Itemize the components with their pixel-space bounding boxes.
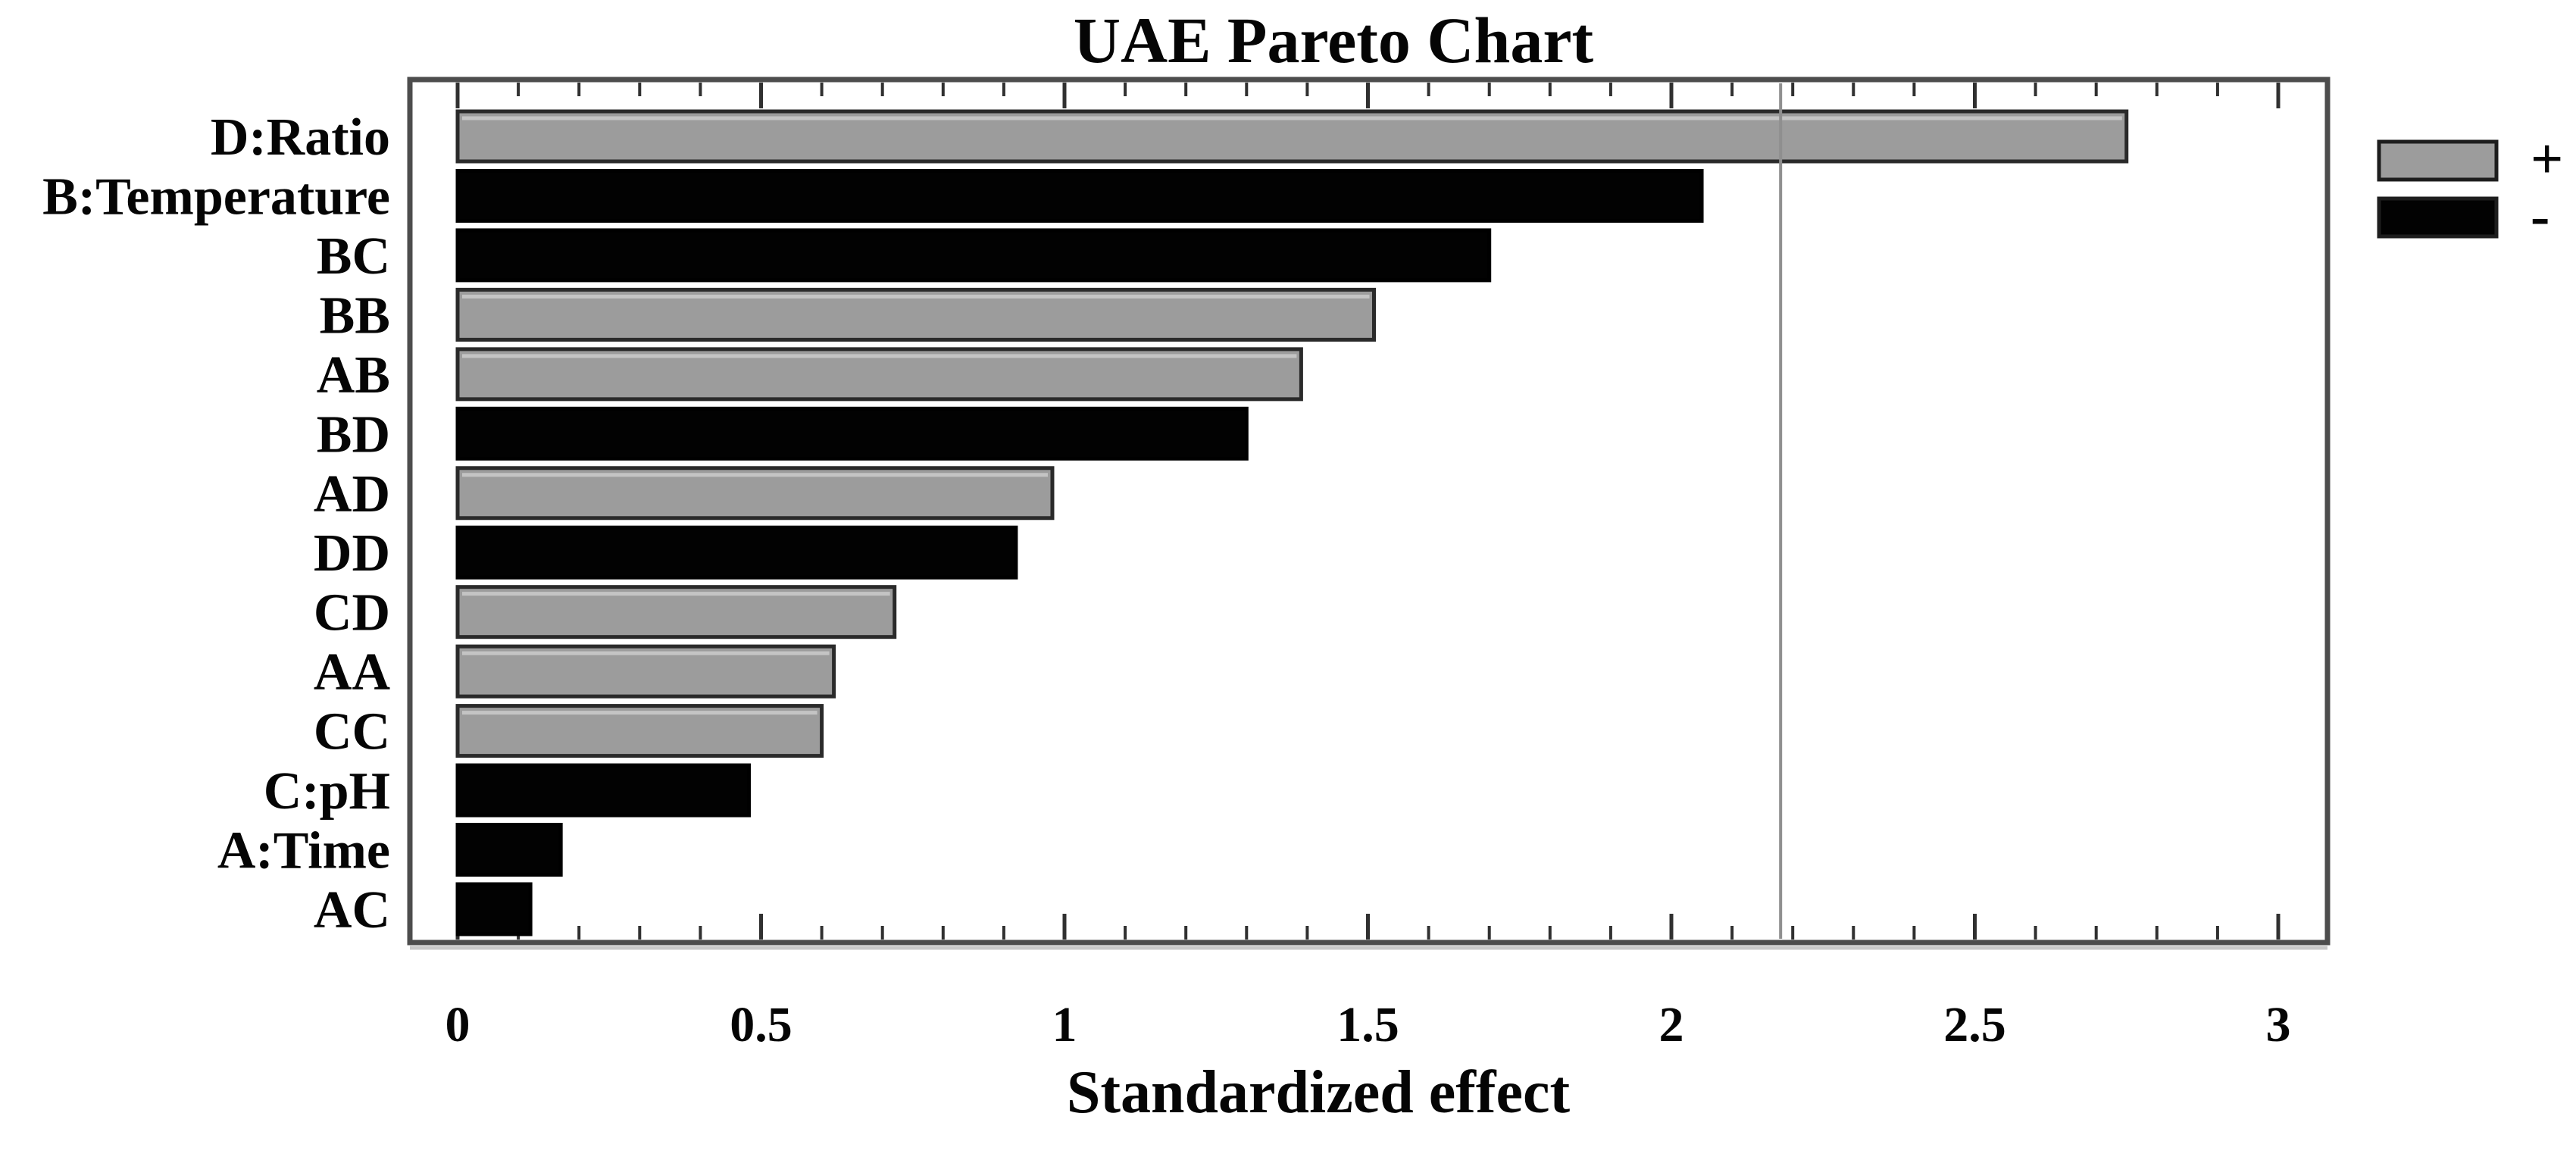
bar-bd [455, 406, 1249, 461]
chart-title: UAE Pareto Chart [1074, 4, 1594, 77]
plot-frame [407, 77, 2331, 946]
x-axis-tick-label: 3 [2266, 997, 2291, 1052]
bar-c-ph [455, 763, 751, 818]
x-axis-tick-label: 2 [1659, 997, 1684, 1052]
y-axis-category-label: AD [314, 465, 390, 524]
legend-symbol-plus: + [2531, 127, 2563, 191]
y-axis-category-label: D:Ratio [211, 108, 390, 167]
legend-symbol-minus: - [2531, 184, 2549, 248]
x-axis-tick-label: 2.5 [1943, 997, 2006, 1052]
y-axis-category-label: CC [314, 703, 390, 761]
bar-bc [455, 228, 1492, 283]
y-axis-category-label: AB [317, 346, 390, 405]
y-axis-category-label: BC [317, 227, 390, 286]
y-axis-category-label: BD [317, 405, 390, 464]
legend-swatch-negative [2377, 196, 2499, 239]
y-axis-category-label: A:Time [217, 822, 390, 880]
y-axis-category-label: DD [314, 524, 390, 583]
y-axis-category-label: AC [314, 881, 390, 940]
y-axis-category-label: BB [320, 286, 390, 345]
x-axis-tick-label: 0 [445, 997, 470, 1052]
y-axis-category-label: CD [314, 584, 390, 643]
bar-ac [455, 882, 533, 936]
legend-swatch-positive [2377, 139, 2499, 182]
x-axis-title: Standardized effect [1067, 1059, 1571, 1126]
y-axis-category-label: B:Temperature [42, 167, 390, 226]
x-axis-tick-label: 1.5 [1336, 997, 1399, 1052]
y-axis-category-label: C:pH [264, 762, 390, 821]
x-axis-tick-label: 0.5 [730, 997, 792, 1052]
bar-b-temperature [455, 168, 1704, 223]
bar-a-time [455, 823, 563, 877]
x-axis-tick-label: 1 [1052, 997, 1077, 1052]
y-axis-category-label: AA [314, 643, 391, 702]
bar-dd [455, 525, 1018, 580]
